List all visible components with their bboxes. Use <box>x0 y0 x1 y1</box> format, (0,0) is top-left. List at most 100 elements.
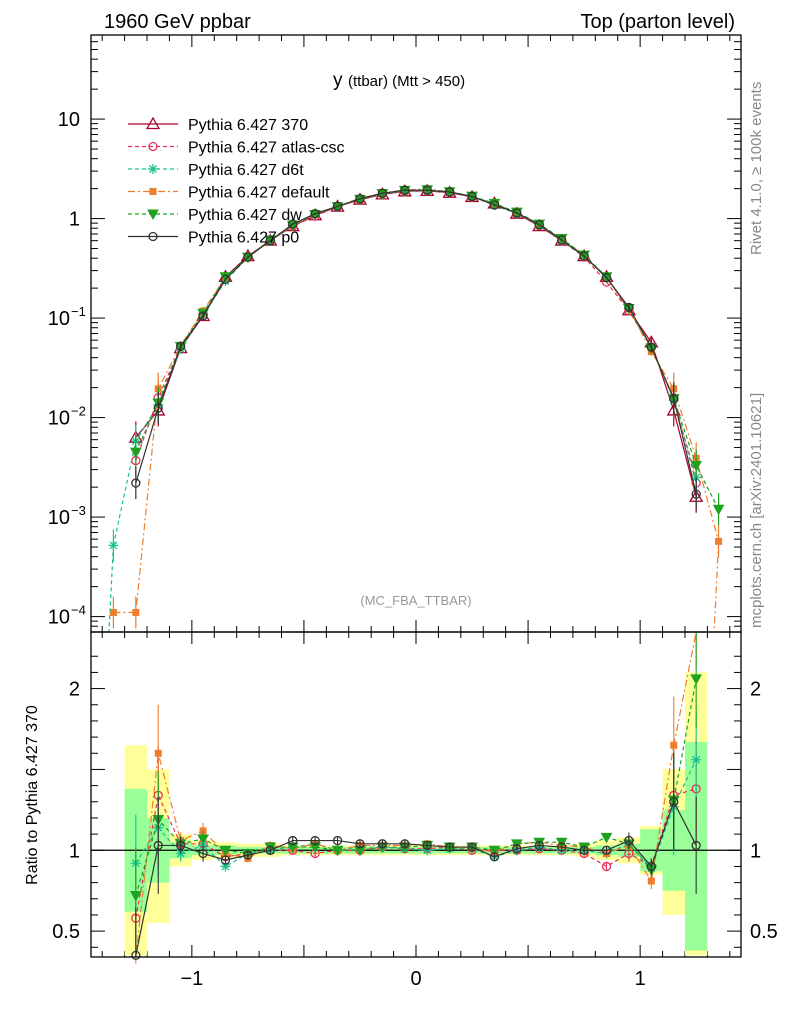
legend-label: Pythia 6.427 p0 <box>188 230 299 247</box>
legend-label: Pythia 6.427 370 <box>188 117 308 134</box>
data-point <box>132 608 140 616</box>
data-point <box>557 235 567 245</box>
ratio-point <box>557 842 567 852</box>
ratio-line <box>135 678 697 896</box>
ratio-point <box>331 845 344 857</box>
ratio-point <box>488 845 501 857</box>
x-tick-label: 0 <box>410 968 421 990</box>
legend-label: Pythia 6.427 dw <box>188 207 302 224</box>
data-point <box>131 478 141 488</box>
ratio-point <box>129 891 142 902</box>
ratio-point <box>601 861 612 872</box>
series-tail <box>713 541 720 633</box>
ratio-series-2 <box>135 631 697 964</box>
data-point <box>422 185 432 195</box>
data-point <box>355 194 365 204</box>
ratio-point <box>444 842 455 852</box>
ratio-point <box>154 749 162 757</box>
plot-title-main: y <box>333 70 343 91</box>
ratio-point <box>400 839 410 849</box>
series-line <box>113 188 720 614</box>
ratio-point <box>131 950 141 961</box>
ratio-y-tick-label-right: 0.5 <box>750 921 778 943</box>
y-tick-label: 10 <box>48 507 70 529</box>
data-point <box>332 201 343 211</box>
legend-marker <box>149 188 157 195</box>
data-point <box>579 251 589 261</box>
y-tick-exponent: −2 <box>71 404 86 419</box>
data-point <box>377 188 388 198</box>
ratio-y-tick-label: 2 <box>69 679 80 701</box>
data-point <box>691 489 701 499</box>
legend-marker <box>147 209 159 221</box>
legend-label: Pythia 6.427 atlas-csc <box>188 140 345 157</box>
ratio-point <box>355 839 365 849</box>
ratio-point <box>243 850 253 860</box>
data-point <box>265 236 275 246</box>
data-point <box>288 219 298 229</box>
data-point <box>624 302 634 313</box>
legend-label: Pythia 6.427 d6t <box>188 162 304 179</box>
data-point <box>176 341 186 351</box>
legend-label: Pythia 6.427 default <box>188 185 330 202</box>
ratio-series-1 <box>130 711 702 912</box>
analysis-watermark: (MC_FBA_TTBAR) <box>360 593 471 608</box>
ratio-line <box>135 800 697 956</box>
legend: Pythia 6.427 370 Pythia 6.427 atlas-csc Py… <box>128 116 345 247</box>
ratio-point <box>176 840 186 851</box>
legend-marker <box>148 164 158 174</box>
ratio-point <box>377 839 388 849</box>
data-point <box>690 460 703 472</box>
ratio-y-tick-label: 0.5 <box>52 921 80 943</box>
data-point <box>712 504 725 516</box>
data-point <box>601 272 612 283</box>
rivet-label: Rivet 4.1.0, ≥ 100k events <box>748 82 765 255</box>
series-line <box>135 189 697 495</box>
data-point <box>243 252 253 262</box>
data-point <box>467 191 477 202</box>
ratio-point <box>579 845 589 855</box>
data-point <box>534 219 544 230</box>
ratio-point <box>422 840 432 851</box>
series-tail <box>108 545 115 633</box>
ratio-point <box>669 797 679 807</box>
ratio-point <box>332 835 343 846</box>
data-point <box>444 187 455 197</box>
x-tick-label: 1 <box>635 968 646 990</box>
ratio-line <box>135 631 697 958</box>
y-tick-exponent: −3 <box>71 503 86 518</box>
ratio-y-tick-label-right: 1 <box>750 840 761 862</box>
ratio-point <box>198 848 208 859</box>
data-point <box>512 208 522 218</box>
x-tick-label: −1 <box>180 968 203 990</box>
y-tick-exponent: −4 <box>71 603 86 618</box>
ratio-y-tick-label: 1 <box>69 840 80 862</box>
ratio-line <box>135 759 697 870</box>
data-point <box>153 403 163 413</box>
plot-title-sub: (ttbar) (Mtt > 450) <box>348 73 465 90</box>
ratio-y-tick-label-right: 2 <box>750 679 761 701</box>
legend-marker <box>148 231 158 242</box>
header-left: 1960 GeV ppbar <box>104 11 251 33</box>
ratio-point <box>534 840 544 851</box>
ratio-point <box>670 741 678 749</box>
y-tick-label: 10 <box>48 607 70 629</box>
data-point <box>646 342 656 352</box>
ratio-point <box>265 845 275 855</box>
ratio-point <box>153 840 163 851</box>
ratio-point <box>467 842 477 852</box>
ratio-ylabel: Ratio to Pythia 6.427 370 <box>24 705 41 885</box>
y-tick-label: 10 <box>48 408 70 430</box>
y-tick-label: 10 <box>58 109 80 131</box>
ratio-point <box>690 674 703 685</box>
series-3 <box>109 185 723 629</box>
ratio-point <box>489 852 500 862</box>
data-point <box>669 393 679 404</box>
ratio-series-3 <box>129 632 703 945</box>
ratio-series-4 <box>131 753 701 961</box>
ratio-point <box>600 832 613 844</box>
ratio-point <box>646 861 656 872</box>
data-point <box>310 209 320 219</box>
series-5 <box>131 185 701 511</box>
